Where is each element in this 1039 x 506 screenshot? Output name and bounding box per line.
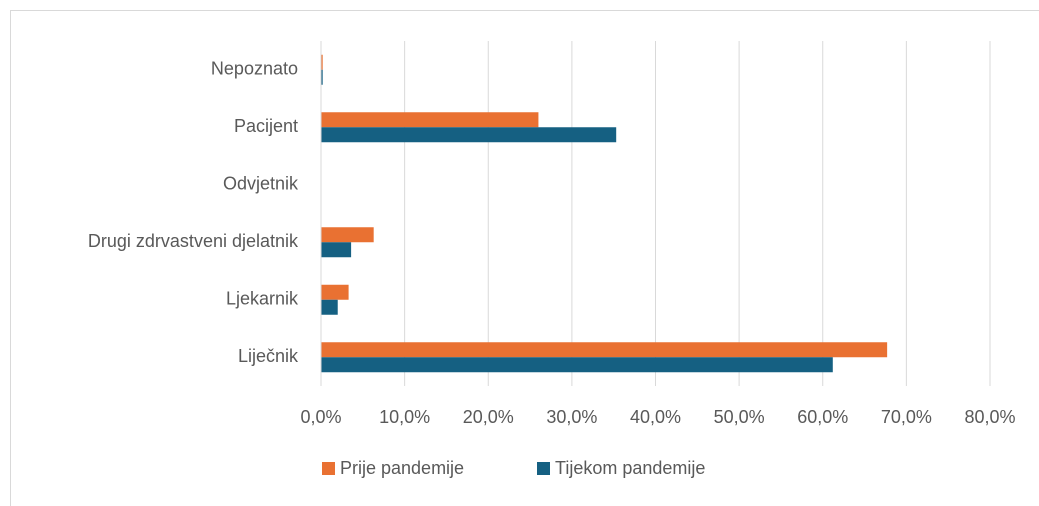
x-tick-label: 80,0% [964,407,1015,427]
bar [321,227,374,243]
legend-label: Prije pandemije [340,458,464,478]
y-tick-label: Drugi zdrvastveni djelatnik [88,231,299,251]
x-tick-label: 30,0% [546,407,597,427]
bar [321,69,323,85]
bar [321,54,323,70]
x-tick-label: 70,0% [881,407,932,427]
x-tick-label: 40,0% [630,407,681,427]
x-tick-label: 60,0% [797,407,848,427]
bar [321,284,349,300]
y-tick-label: Liječnik [238,346,299,366]
bar [321,127,617,143]
bar [321,112,539,128]
bar [321,242,352,258]
legend-label: Tijekom pandemije [555,458,705,478]
x-tick-label: 20,0% [463,407,514,427]
y-tick-label: Pacijent [234,116,298,136]
y-tick-label: Ljekarnik [226,289,299,309]
y-tick-label: Nepoznato [211,59,298,79]
bar [321,342,888,358]
legend-swatch [322,462,335,475]
legend-swatch [537,462,550,475]
bar [321,357,833,373]
x-tick-label: 10,0% [379,407,430,427]
x-tick-label: 0,0% [300,407,341,427]
x-tick-label: 50,0% [714,407,765,427]
bar [321,299,338,315]
y-tick-label: Odvjetnik [223,174,299,194]
chart-border [10,10,1039,506]
